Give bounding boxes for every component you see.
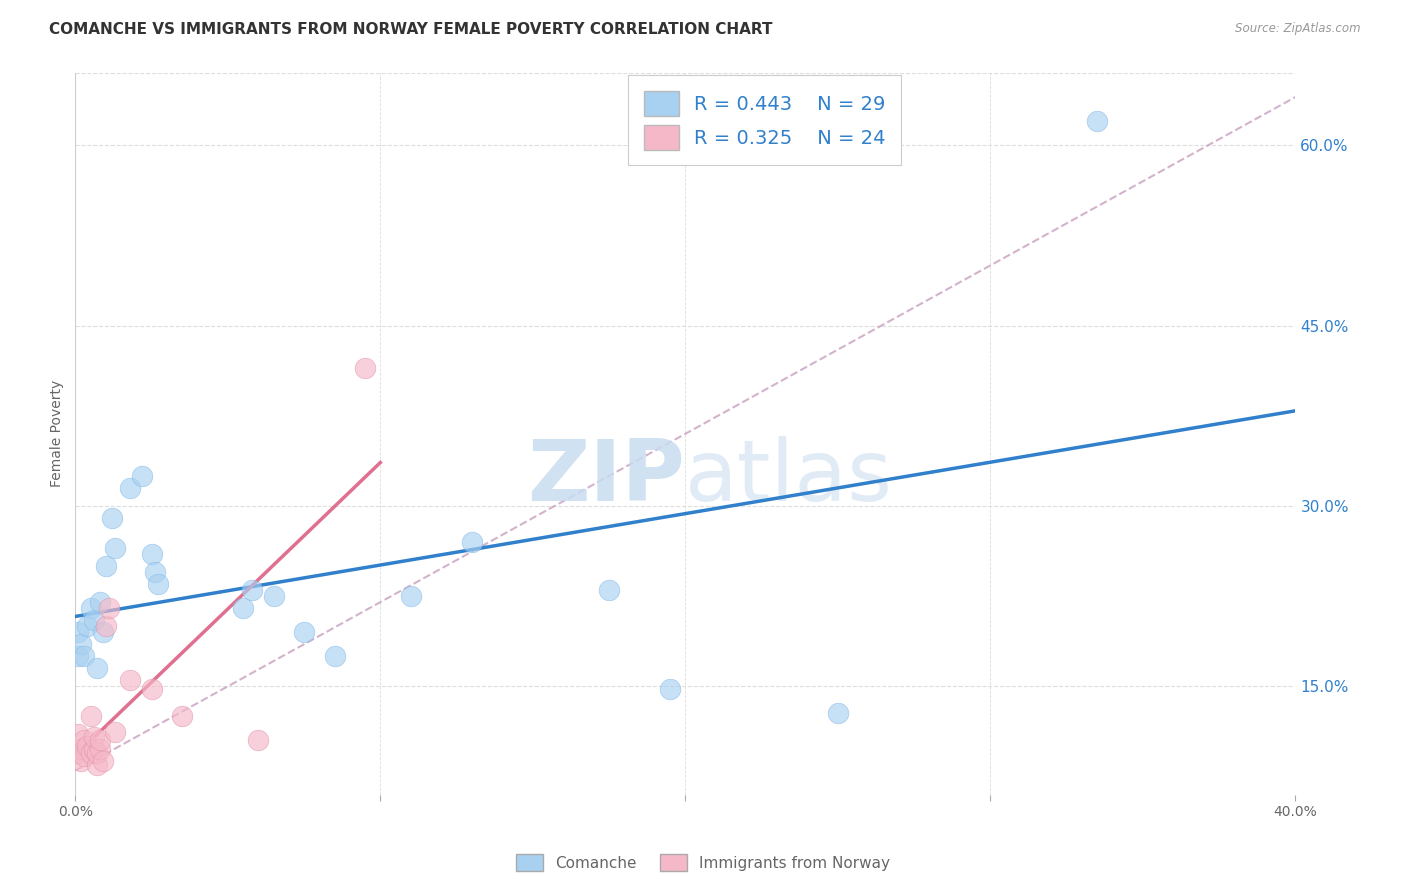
Point (91, 754, 114, 768)
Point (141, 681, 163, 696)
Point (104, 725, 127, 739)
Point (67, 625, 90, 640)
Point (292, 625, 315, 640)
Text: Source: ZipAtlas.com: Source: ZipAtlas.com (1236, 22, 1361, 36)
Point (1085, 114, 1108, 128)
Point (94, 619, 117, 633)
Point (70, 742, 93, 756)
Point (146, 577, 169, 591)
Point (170, 709, 193, 723)
Point (101, 511, 124, 525)
Point (827, 706, 849, 720)
Point (131, 469, 153, 483)
Point (91, 625, 114, 640)
Point (67, 649, 90, 664)
Point (79, 601, 101, 615)
Point (232, 601, 254, 615)
Point (659, 681, 682, 696)
Text: atlas: atlas (685, 435, 893, 518)
Point (67, 727, 90, 741)
Point (247, 733, 270, 747)
Point (73, 649, 96, 664)
Point (73, 733, 96, 747)
Point (70, 637, 93, 651)
Point (76, 619, 98, 633)
Point (323, 649, 346, 664)
Point (73, 749, 96, 764)
Point (86, 661, 108, 675)
Point (354, 360, 377, 375)
Text: COMANCHE VS IMMIGRANTS FROM NORWAY FEMALE POVERTY CORRELATION CHART: COMANCHE VS IMMIGRANTS FROM NORWAY FEMAL… (49, 22, 773, 37)
Point (461, 535, 484, 549)
Point (67, 746, 90, 760)
Point (104, 541, 127, 555)
Point (263, 589, 285, 603)
Point (89, 595, 111, 609)
Point (79, 746, 101, 760)
Point (240, 583, 263, 598)
Legend: Comanche, Immigrants from Norway: Comanche, Immigrants from Norway (509, 848, 897, 877)
Point (79, 709, 101, 723)
Point (83, 742, 105, 756)
Point (143, 565, 166, 579)
Point (70, 754, 93, 768)
Point (94, 559, 117, 574)
Point (97, 601, 120, 615)
Point (89, 742, 111, 756)
Point (83, 613, 105, 627)
Point (83, 730, 105, 744)
Point (399, 589, 422, 603)
Text: ZIP: ZIP (527, 435, 685, 518)
Point (120, 673, 142, 688)
Legend: R = 0.443    N = 29, R = 0.325    N = 24: R = 0.443 N = 29, R = 0.325 N = 24 (628, 76, 901, 165)
Point (89, 733, 111, 747)
Point (86, 757, 108, 772)
Point (120, 481, 142, 495)
Point (141, 547, 163, 561)
Point (76, 739, 98, 754)
Point (598, 583, 620, 598)
Y-axis label: Female Poverty: Female Poverty (51, 380, 65, 487)
Point (86, 746, 108, 760)
